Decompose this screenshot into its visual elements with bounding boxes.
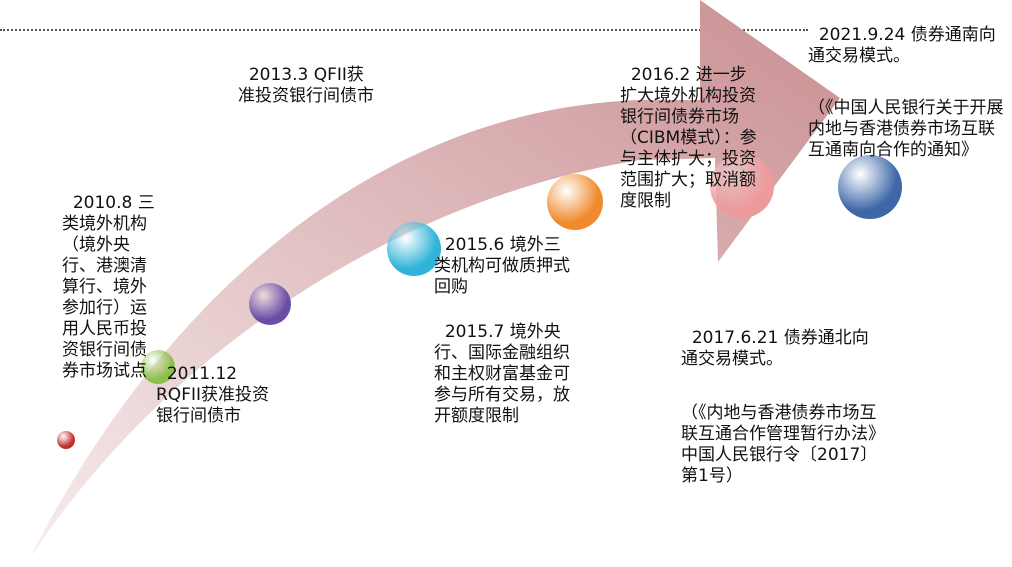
milestone-note: （《内地与香港债券市场互联互通合作管理暂行办法》中国人民银行令〔2017〕第1号…	[681, 403, 878, 486]
milestone-text: RQFII获准投资银行间债市	[156, 385, 269, 426]
milestone-date: 2011.12	[166, 364, 238, 384]
milestone-2021-9-24: 2021.9.24 债券通南向通交易模式。 （《中国人民银行关于开展内地与香港债…	[808, 4, 1004, 182]
milestone-dot-2017-6-21	[710, 154, 774, 218]
growth-arrow-shape	[30, 0, 840, 558]
milestone-date: 2017.6.21	[691, 328, 779, 348]
milestone-2011-12: 2011.12 RQFII获准投资银行间债市	[156, 343, 274, 427]
milestone-date: 2013.3	[248, 65, 309, 85]
top-dotted-line	[0, 29, 808, 31]
milestone-text: 进一步扩大境外机构投资银行间债券市场（CIBM模式）：参与主体扩大；投资范围扩大…	[620, 65, 757, 211]
milestone-2010-8: 2010.8 三类境外机构（境外央行、港澳清算行、境外参加行）运用人民币投资银行…	[62, 172, 158, 382]
milestone-dot-2011-12	[141, 350, 175, 384]
milestone-text: QFII获准投资银行间债市	[238, 65, 374, 106]
milestone-text: 债券通北向通交易模式。	[681, 328, 869, 369]
milestone-date: 2015.7	[444, 322, 505, 342]
milestone-text: 债券通南向通交易模式。	[808, 25, 996, 66]
milestone-dot-2010-8	[57, 431, 75, 449]
milestone-dot-2013-3	[249, 283, 291, 325]
milestone-date: 2016.2	[630, 65, 691, 85]
milestone-2017-6-21: 2017.6.21 债券通北向通交易模式。 （《内地与香港债券市场互联互通合作管…	[681, 307, 881, 508]
milestone-date: 2010.8	[72, 193, 133, 213]
milestone-text: 三类境外机构（境外央行、港澳清算行、境外参加行）运用人民币投资银行间债券市场试点	[62, 193, 155, 381]
milestone-2015-6: 2015.6 境外三类机构可做质押式回购	[434, 214, 570, 298]
milestone-note: （《中国人民银行关于开展内地与香港债券市场互联互通南向合作的通知》	[808, 98, 1004, 160]
milestone-text: 境外三类机构可做质押式回购	[434, 235, 570, 297]
milestone-dot-2016-2	[547, 174, 603, 230]
milestone-date: 2021.9.24	[818, 25, 906, 45]
milestone-2013-3: 2013.3 QFII获准投资银行间债市	[238, 44, 378, 107]
milestone-dot-2015-6	[387, 222, 441, 276]
milestone-2015-7: 2015.7 境外央行、国际金融组织和主权财富基金可参与所有交易，放开额度限制	[434, 301, 572, 427]
milestone-date: 2015.6	[444, 235, 505, 255]
milestone-2016-2: 2016.2 进一步扩大境外机构投资银行间债券市场（CIBM模式）：参与主体扩大…	[620, 44, 758, 212]
milestone-dot-2021-9-24	[838, 155, 902, 219]
milestone-text: 境外央行、国际金融组织和主权财富基金可参与所有交易，放开额度限制	[434, 322, 570, 426]
